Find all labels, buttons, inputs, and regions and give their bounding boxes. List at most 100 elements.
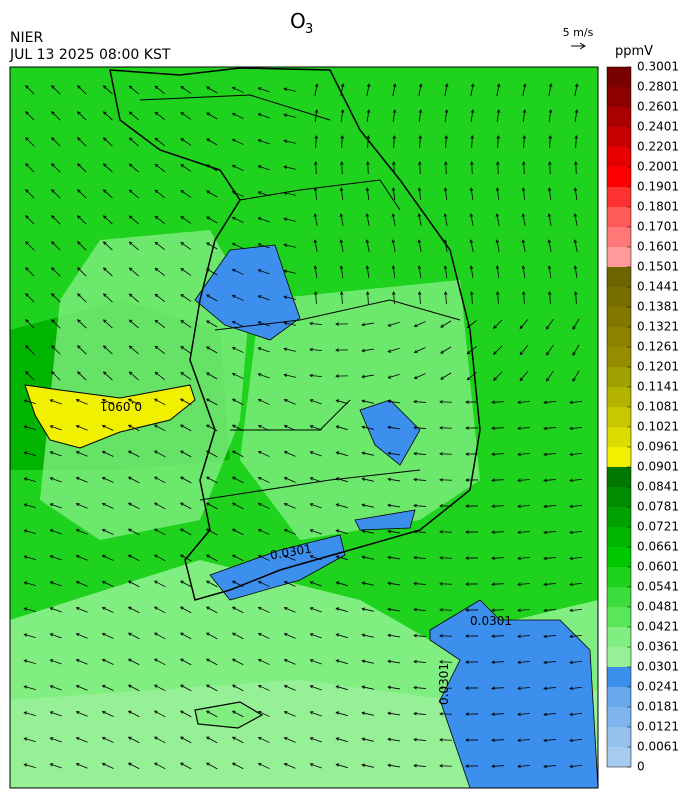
wind-arrow xyxy=(51,137,61,147)
colorbar-label: 0.2401 xyxy=(637,120,679,134)
wind-arrow-head xyxy=(153,528,158,532)
colorbar-label: 0.1261 xyxy=(637,340,679,354)
wind-arrow-head xyxy=(387,555,392,560)
wind-arrow xyxy=(522,266,526,278)
wind-arrow xyxy=(575,135,577,149)
wind-arrow-head xyxy=(491,452,495,456)
wind-arrow-head xyxy=(231,242,236,247)
wind-arrow-head xyxy=(543,504,547,509)
wind-arrow xyxy=(102,529,114,535)
wind-arrow xyxy=(155,267,165,277)
wind-arrow-head xyxy=(154,137,159,142)
wind-arrow-head xyxy=(517,660,521,665)
title: O xyxy=(290,9,306,33)
wind-arrow-head xyxy=(153,554,158,558)
wind-arrow-head xyxy=(180,112,185,116)
wind-arrow xyxy=(76,425,88,431)
wind-arrow-head xyxy=(283,476,288,481)
wind-arrow xyxy=(366,214,370,226)
wind-arrow-head xyxy=(517,738,521,743)
wind-arrow-head xyxy=(491,400,495,404)
wind-arrow xyxy=(497,135,499,149)
wind-arrow-head xyxy=(206,216,210,220)
wind-arrow xyxy=(517,765,531,767)
wind-arrow xyxy=(367,291,369,305)
wind-arrow-head xyxy=(548,135,552,139)
wind-arrow xyxy=(128,528,140,536)
wind-arrow-head xyxy=(257,139,262,143)
wind-arrow-head xyxy=(361,581,366,585)
wind-arrow xyxy=(569,453,583,455)
wind-arrow xyxy=(284,114,296,118)
wind-arrow-head xyxy=(154,267,159,272)
wind-arrow-head xyxy=(361,503,366,507)
wind-arrow-head xyxy=(283,113,288,117)
wind-arrow xyxy=(154,736,166,744)
wind-arrow-head xyxy=(417,213,422,218)
wind-arrow xyxy=(517,661,531,663)
wind-arrow-head xyxy=(340,109,345,114)
colorbar-label: 0.0541 xyxy=(637,580,679,594)
wind-arrow-head xyxy=(101,398,106,403)
wind-arrow xyxy=(414,347,426,353)
wind-arrow xyxy=(180,346,192,354)
wind-arrow-head xyxy=(231,580,236,584)
wind-arrow xyxy=(24,399,36,405)
wind-arrow xyxy=(180,528,192,536)
high-zone xyxy=(24,384,196,449)
wind-arrow-head xyxy=(465,452,469,456)
wind-arrow-head xyxy=(153,684,158,688)
wind-arrow xyxy=(128,554,140,562)
wind-arrow xyxy=(419,161,421,175)
wind-arrow-head xyxy=(491,608,495,612)
contour-label: 0.0301 xyxy=(437,663,451,705)
wind-arrow-head xyxy=(283,554,288,559)
wind-arrow-head xyxy=(283,762,288,767)
wind-arrow xyxy=(336,451,348,457)
wind-arrow-head xyxy=(517,504,521,509)
wind-arrow xyxy=(129,293,139,303)
wind-arrow-head xyxy=(309,607,314,611)
wind-arrow-head xyxy=(77,345,81,349)
wind-arrow-head xyxy=(180,320,185,324)
wind-arrow xyxy=(569,583,583,585)
wind-arrow xyxy=(491,661,505,663)
wind-arrow xyxy=(440,346,452,354)
wind-arrow xyxy=(543,687,557,689)
wind-arrow-head xyxy=(335,633,340,637)
wind-arrow-head xyxy=(77,189,81,193)
wind-arrow-head xyxy=(127,632,132,636)
wind-arrow-head xyxy=(257,165,262,169)
wind-arrow-head xyxy=(283,502,288,507)
wind-arrow xyxy=(388,530,400,534)
wind-arrow xyxy=(543,557,557,559)
wind-arrow-head xyxy=(257,762,262,767)
wind-arrow-head xyxy=(469,291,474,295)
wind-arrow-head xyxy=(439,738,443,742)
wind-arrow xyxy=(569,427,583,429)
wind-arrow-head xyxy=(257,295,262,299)
wind-arrow xyxy=(206,476,218,484)
wind-arrow xyxy=(418,214,422,226)
wind-arrow xyxy=(444,188,448,200)
wind-arrow-head xyxy=(443,239,448,244)
wind-arrow xyxy=(103,163,113,173)
wind-arrow xyxy=(310,425,322,431)
wind-arrow-head xyxy=(205,424,210,428)
wind-arrow-head xyxy=(543,582,547,587)
wind-arrow-head xyxy=(283,736,288,741)
wind-arrow xyxy=(362,426,374,430)
wind-arrow-head xyxy=(361,633,366,637)
wind-arrow xyxy=(543,661,557,663)
colorbar-swatch xyxy=(607,227,631,247)
wind-arrow-head xyxy=(101,684,106,689)
wind-arrow-head xyxy=(154,319,159,324)
wind-arrow xyxy=(258,425,270,431)
colorbar-label: 0.0361 xyxy=(637,640,679,654)
wind-arrow-head xyxy=(548,161,552,165)
wind-arrow-head xyxy=(519,325,524,330)
wind-arrow-head xyxy=(493,325,497,329)
wind-arrow-head xyxy=(231,216,236,221)
wind-arrow-head xyxy=(128,215,133,220)
wind-arrow xyxy=(232,398,244,406)
